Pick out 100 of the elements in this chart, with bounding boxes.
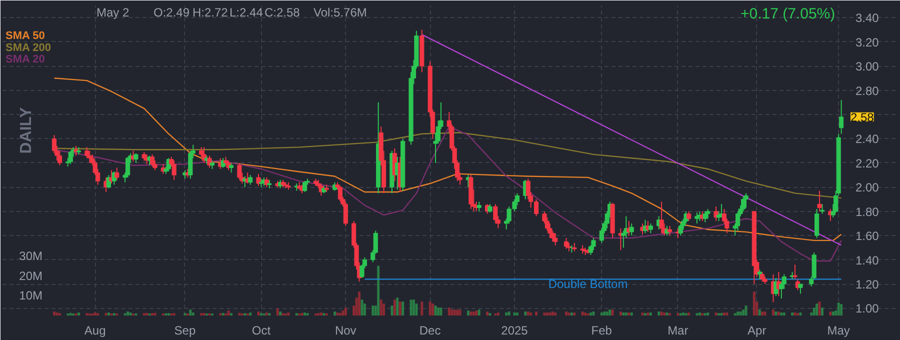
annotation: Double Bottom — [548, 277, 628, 292]
x-tick-label: Apr — [748, 324, 766, 338]
bar — [358, 292, 360, 316]
candlestick — [84, 146, 90, 159]
bar — [189, 310, 192, 316]
bar — [526, 312, 530, 316]
bar — [415, 304, 418, 316]
candlestick — [629, 222, 634, 236]
x-tick-label: May — [827, 324, 850, 338]
bar — [752, 292, 756, 316]
bar — [344, 308, 347, 316]
candlestick — [343, 201, 348, 226]
candlestick — [740, 196, 746, 212]
bar — [227, 310, 230, 316]
candlestick — [68, 150, 73, 165]
y-tick-label: 3.40 — [856, 11, 880, 26]
bar — [192, 312, 194, 316]
candlestick — [659, 201, 664, 234]
bar — [570, 312, 573, 316]
bar — [660, 312, 663, 316]
y-tick-label: 3.20 — [856, 35, 880, 50]
bar — [470, 312, 472, 316]
candlestick — [678, 222, 683, 236]
annotation: O:2.49 — [154, 6, 190, 20]
bar — [56, 312, 58, 316]
bar — [126, 312, 129, 316]
annotation: C:2.58 — [264, 6, 300, 20]
bar — [432, 304, 434, 316]
bar — [304, 312, 306, 316]
candlestick — [564, 238, 569, 250]
candlestick — [648, 222, 653, 234]
bar — [832, 312, 834, 316]
y2-tick-label: 30M — [19, 248, 43, 263]
bar — [412, 300, 415, 316]
bar — [782, 312, 786, 316]
bar — [249, 312, 252, 316]
candlestick — [256, 173, 261, 186]
bar — [624, 312, 628, 316]
bar — [450, 310, 454, 316]
bar — [466, 310, 470, 316]
bar — [821, 308, 824, 316]
candlestick — [87, 150, 92, 164]
bar — [698, 312, 701, 316]
bar — [722, 312, 726, 316]
bar — [829, 312, 832, 316]
candlestick — [706, 208, 710, 220]
bar — [736, 312, 740, 316]
bar — [69, 312, 72, 316]
candlestick — [820, 204, 825, 214]
y2-axis-title: DAILY — [18, 106, 35, 154]
bar — [774, 312, 778, 316]
bar — [505, 312, 508, 316]
bar — [530, 312, 532, 316]
bar — [816, 304, 818, 316]
y2-tick-label: 10M — [19, 288, 43, 303]
bar — [799, 312, 802, 316]
bar — [420, 302, 424, 316]
bar — [837, 302, 840, 316]
y-tick-label: 1.60 — [856, 229, 880, 244]
bar — [622, 312, 625, 316]
bar — [581, 312, 584, 316]
candlestick — [150, 154, 155, 168]
candlestick — [839, 99, 844, 134]
y2-tick-label: 20M — [19, 268, 43, 283]
bar — [456, 310, 459, 316]
bar — [222, 312, 224, 316]
x-tick-label: 2025 — [501, 324, 528, 338]
bar — [600, 312, 603, 316]
bar — [546, 312, 548, 316]
bar — [53, 312, 56, 316]
x-tick-label: Oct — [252, 324, 272, 338]
bar — [554, 312, 557, 316]
y-tick-label: 1.80 — [856, 204, 880, 219]
y-tick-label: 1.40 — [856, 253, 880, 268]
bar — [402, 302, 404, 316]
bar — [772, 310, 774, 316]
candlestick — [702, 210, 708, 223]
x-tick-label: Nov — [334, 324, 356, 338]
bar — [840, 304, 843, 316]
bar — [458, 310, 462, 316]
annotation: Vol:5.76M — [314, 6, 367, 20]
bar — [777, 312, 780, 316]
candlestick — [814, 208, 820, 238]
bar — [590, 312, 592, 316]
bar — [94, 312, 96, 316]
bar — [758, 310, 761, 316]
bar — [453, 310, 456, 316]
bar — [320, 312, 322, 316]
bar — [279, 312, 282, 316]
bar — [630, 312, 633, 316]
candlestick — [757, 268, 762, 280]
candlestick — [202, 146, 206, 164]
candlestick — [694, 212, 700, 224]
bar — [78, 312, 80, 316]
bar — [508, 312, 510, 316]
bar — [276, 308, 279, 316]
bar — [688, 312, 690, 316]
candlestick — [744, 192, 748, 208]
x-tick-label: Aug — [84, 324, 106, 338]
bar — [334, 312, 336, 316]
